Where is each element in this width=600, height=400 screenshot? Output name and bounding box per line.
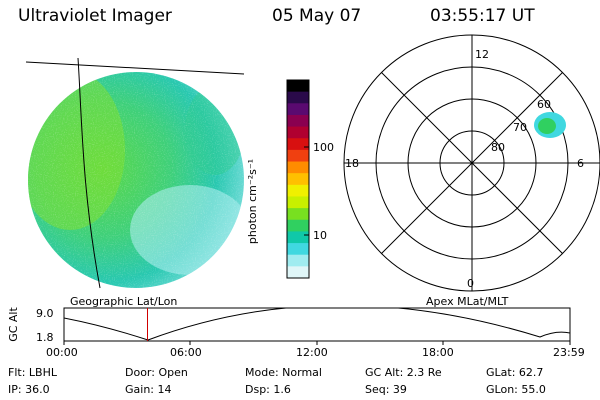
image-caption: Geographic Lat/Lon (70, 295, 178, 308)
colorbar-swatch (287, 161, 309, 174)
colorbar-unit-label: photon cm⁻²s⁻¹ (246, 158, 260, 245)
meridian-line (77, 57, 101, 289)
colorbar-swatch (287, 91, 309, 104)
colorbar-swatch (287, 254, 309, 267)
alt-xtick-0600: 06:00 (170, 346, 202, 359)
colorbar (286, 79, 310, 279)
mlat-label-80: 80 (491, 141, 505, 154)
mlat-label-60: 60 (537, 98, 551, 111)
colorbar-swatch (287, 208, 309, 221)
colorbar-swatch (287, 126, 309, 139)
colorbar-tick-10: 10 (313, 229, 327, 242)
colorbar-swatch (287, 231, 309, 244)
info-glat: GLat: 62.7 (486, 366, 544, 379)
info-dsp: Dsp: 1.6 (245, 383, 291, 396)
colorbar-tick-100: 100 (313, 141, 334, 154)
colorbar-swatch (287, 196, 309, 209)
polar-plot (343, 34, 600, 292)
altitude-curve (64, 308, 570, 341)
time-label: 03:55:17 UT (430, 6, 535, 26)
colorbar-frame (286, 79, 310, 279)
info-gain: Gain: 14 (125, 383, 172, 396)
mlt-label-12: 12 (475, 48, 489, 61)
colorbar-swatch (287, 103, 309, 116)
colorbar-swatch (287, 138, 309, 151)
colorbar-swatch (287, 80, 309, 93)
alt-ytick-9: 9.0 (36, 307, 54, 320)
horizon-line (25, 61, 245, 75)
date-label: 05 May 07 (272, 6, 362, 26)
colorbar-swatch (287, 149, 309, 163)
auroral-blob (534, 112, 566, 138)
colorbar-swatch (287, 243, 309, 256)
alt-xtick-0000: 00:00 (46, 346, 78, 359)
colorbar-swatch (287, 184, 309, 197)
altitude-plot (63, 307, 571, 345)
colorbar-swatch (287, 114, 309, 128)
alt-xtick-1200: 12:00 (296, 346, 328, 359)
info-door: Door: Open (125, 366, 188, 379)
info-filter: Flt: LBHL (8, 366, 57, 379)
alt-ytick-1.8: 1.8 (36, 331, 54, 344)
mlt-label-6: 6 (577, 157, 584, 170)
info-glon: GLon: 55.0 (486, 383, 546, 396)
info-ip: IP: 36.0 (8, 383, 50, 396)
alt-xtick-2359: 23:59 (553, 346, 585, 359)
mlt-label-0: 0 (467, 277, 474, 290)
info-gc-alt: GC Alt: 2.3 Re (365, 366, 442, 379)
mlat-label-70: 70 (513, 121, 527, 134)
colorbar-swatch (287, 173, 309, 186)
colorbar-swatch (287, 219, 309, 232)
mlt-label-18: 18 (345, 157, 359, 170)
instrument-title: Ultraviolet Imager (18, 6, 172, 26)
colorbar-swatch (287, 266, 309, 279)
info-seq: Seq: 39 (365, 383, 407, 396)
alt-ylabel: GC Alt (6, 307, 20, 342)
uv-image-disk (25, 57, 245, 289)
polar-caption: Apex MLat/MLT (426, 295, 509, 308)
info-mode: Mode: Normal (245, 366, 322, 379)
alt-xtick-1800: 18:00 (422, 346, 454, 359)
